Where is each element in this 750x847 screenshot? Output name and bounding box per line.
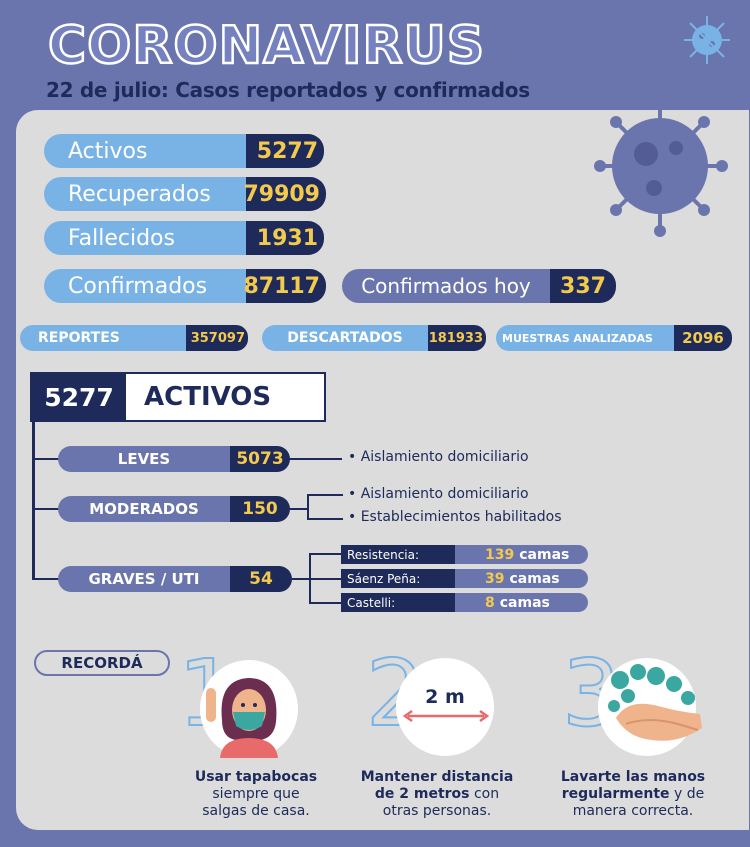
distance-arrow-icon — [402, 709, 490, 723]
mask-person-icon — [206, 678, 278, 758]
graves-fork-3 — [309, 602, 341, 604]
tip-1-text: Usar tapabocas siempre que salgas de casa. — [194, 769, 318, 819]
page-subtitle: 22 de julio: Casos reportados y confirma… — [46, 78, 530, 102]
activos-label: Activos — [44, 134, 246, 168]
confirmados-hoy-value: 337 — [550, 269, 616, 303]
hospital-castelli-beds: 8 camas — [455, 593, 588, 612]
activos-value: 5277 — [246, 134, 324, 168]
hospital-resistencia-beds: 139 camas — [455, 545, 588, 564]
moderados-note-2: • Establecimientos habilitados — [348, 509, 562, 525]
reportes-value: 357097 — [186, 325, 248, 351]
tree-branch-leves — [32, 458, 60, 460]
tip-3-text: Lavarte las manos regularmente y de manera… — [560, 769, 706, 819]
activos-header-label: ACTIVOS — [144, 382, 272, 412]
hospital-saenz-pena-beds: 39 camas — [455, 569, 588, 588]
moderados-label: MODERADOS — [58, 496, 230, 522]
graves-label: GRAVES / UTI — [58, 566, 230, 592]
fallecidos-value: 1931 — [246, 221, 324, 255]
leves-note: • Aislamiento domiciliario — [348, 449, 529, 465]
graves-value: 54 — [230, 566, 292, 592]
hospital-castelli-label: Castelli: — [341, 593, 455, 612]
leves-value: 5073 — [230, 446, 290, 472]
graves-connector — [292, 578, 310, 580]
tip-2-text: Mantener distancia de 2 metros con otras p… — [360, 769, 514, 819]
moderados-fork-top — [307, 494, 343, 496]
graves-fork-2 — [309, 578, 341, 580]
recuperados-label: Recuperados — [44, 177, 246, 211]
tip-2-circle — [396, 658, 494, 756]
confirmados-value: 87117 — [243, 269, 326, 303]
moderados-note-1: • Aislamiento domiciliario — [348, 486, 529, 502]
tree-trunk-line — [32, 420, 35, 580]
reportes-label: REPORTES — [20, 325, 186, 351]
confirmados-hoy-label: Confirmados hoy — [342, 269, 550, 303]
muestras-value: 2096 — [674, 325, 732, 351]
hospital-saenz-pena-label: Sáenz Peña: — [341, 569, 455, 588]
muestras-label: MUESTRAS ANALIZADAS — [496, 325, 674, 351]
tree-branch-moderados — [32, 508, 60, 510]
leves-connector — [290, 458, 342, 460]
activos-header-number: 5277 — [32, 374, 126, 420]
tree-branch-graves — [32, 578, 60, 580]
moderados-value: 150 — [230, 496, 290, 522]
recorda-badge: RECORDÁ — [34, 650, 170, 676]
graves-fork-1 — [309, 553, 341, 555]
page-title: CORONAVIRUS — [47, 15, 486, 78]
hand-washing-icon — [608, 664, 702, 741]
confirmados-label: Confirmados — [44, 269, 246, 303]
moderados-fork-bottom — [307, 518, 343, 520]
fallecidos-label: Fallecidos — [44, 221, 246, 255]
recuperados-value: 79909 — [243, 177, 326, 211]
leves-label: LEVES — [58, 446, 230, 472]
moderados-connector — [290, 508, 308, 510]
descartados-value: 181933 — [428, 325, 486, 351]
hospital-resistencia-label: Resistencia: — [341, 545, 455, 564]
small-virus-icon — [684, 16, 730, 64]
moderados-fork — [307, 494, 309, 520]
descartados-label: DESCARTADOS — [262, 325, 428, 351]
virus-illustration-icon — [594, 98, 728, 237]
distance-label: 2 m — [425, 686, 465, 708]
